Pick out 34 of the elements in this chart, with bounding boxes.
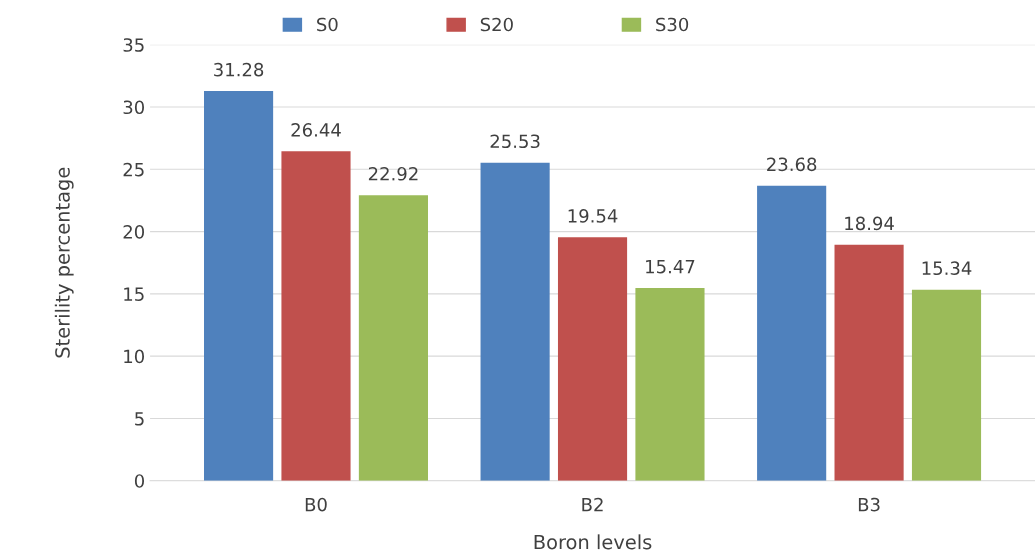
legend-label: S0 [317, 17, 338, 32]
y-axis-title: Sterility percentage [54, 167, 74, 358]
y-tick-label: 30 [123, 100, 145, 115]
y-tick-label: 10 [124, 349, 145, 364]
legend-label: S30 [656, 17, 689, 32]
x-tick-label: B0 [305, 497, 327, 512]
y-tick-label: 0 [134, 474, 145, 488]
data-label: 25.53 [490, 134, 540, 149]
data-label: 26.44 [291, 123, 341, 137]
x-tick-label: B3 [858, 497, 880, 512]
bar [204, 91, 274, 481]
y-tick-label: 20 [123, 225, 145, 239]
bar [635, 288, 705, 481]
y-tick-label: 5 [135, 412, 144, 426]
data-label: 22.92 [368, 166, 418, 181]
x-axis-title: Boron levels [534, 534, 652, 550]
bar [834, 244, 904, 481]
data-label: 15.34 [922, 261, 972, 276]
bar [480, 162, 550, 481]
y-tick-label: 15 [124, 287, 144, 301]
bar [557, 237, 628, 481]
bar [757, 185, 827, 481]
y-tick-label: 35 [123, 38, 144, 52]
data-label: 18.94 [845, 216, 894, 231]
data-label: 15.47 [646, 259, 695, 274]
data-label: 31.28 [214, 62, 264, 77]
legend-label: S20 [480, 17, 513, 32]
bar [281, 151, 351, 481]
data-label: 23.68 [767, 157, 817, 172]
bar [358, 195, 428, 481]
y-tick-label: 25 [123, 162, 144, 177]
x-tick-label: B2 [582, 497, 603, 512]
bar [911, 289, 982, 481]
data-label: 19.54 [568, 209, 618, 223]
